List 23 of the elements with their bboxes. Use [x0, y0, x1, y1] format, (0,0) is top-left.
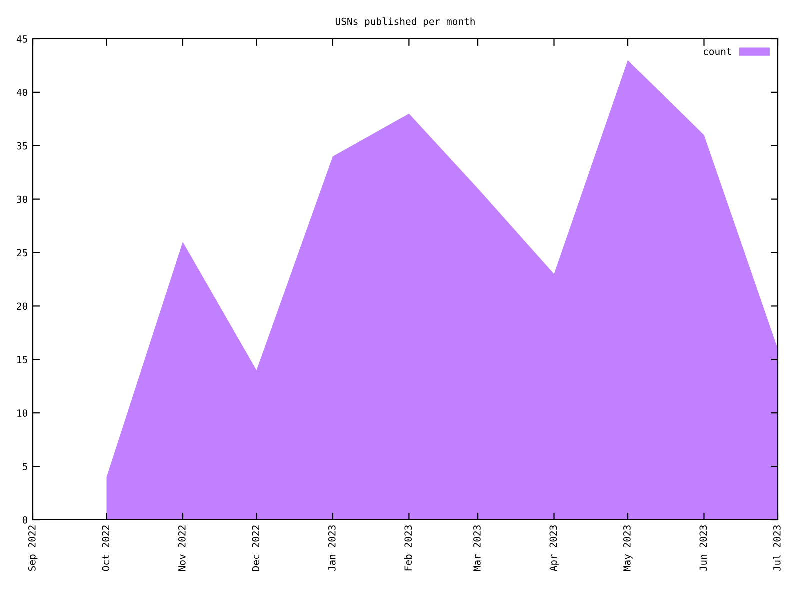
x-tick-label: Oct 2022 [102, 526, 110, 572]
x-tick-label: Jul 2023 [773, 526, 781, 572]
x-tick-label: Apr 2023 [550, 526, 559, 572]
y-tick-label: 10 [18, 410, 28, 417]
y-tick-label: 45 [16, 36, 28, 43]
x-tick-label: Sep 2022 [28, 526, 38, 572]
y-tick-label: 40 [16, 88, 28, 96]
x-tick-label: Feb 2023 [404, 526, 412, 571]
legend-label: count [704, 48, 732, 56]
x-tick-label: Jun 2023 [700, 526, 708, 572]
x-tick-label: Jan 2023 [328, 526, 336, 572]
y-tick-label: 25 [17, 249, 28, 257]
x-tick-label: Dec 2022 [252, 526, 260, 572]
y-tick-label: 5 [22, 463, 28, 470]
y-tick-label: 0 [22, 516, 28, 524]
x-tick-label: Nov 2022 [178, 526, 186, 572]
chart-title: USNs published per month [336, 18, 475, 28]
y-tick-label: 35 [17, 142, 28, 150]
y-tick-label: 20 [17, 302, 28, 310]
y-tick-label: 30 [17, 196, 28, 204]
x-tick-label: Mar 2023 [474, 526, 481, 572]
x-tick-label: May 2023 [624, 526, 633, 572]
y-tick-label: 15 [18, 356, 28, 364]
